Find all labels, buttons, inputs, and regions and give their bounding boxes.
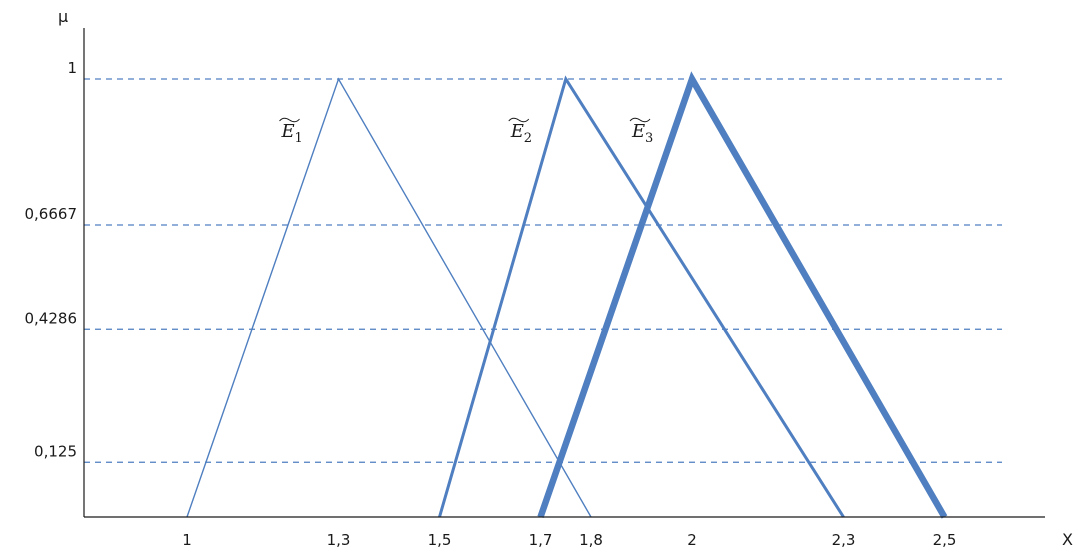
series-line-3: [537, 71, 948, 519]
series-label-name-3: E: [631, 121, 645, 142]
series-line-1: [186, 77, 592, 518]
y-tick-label-2: 0,4286: [25, 309, 78, 327]
series-label-name-2: E: [510, 121, 524, 142]
gridlines: [84, 78, 1002, 463]
y-axis-title: μ: [58, 7, 68, 26]
series-label-subscript-3: 3: [645, 131, 653, 146]
x-tick-label-6: 2,3: [832, 531, 856, 549]
x-tick-label-7: 2,5: [933, 531, 957, 549]
series-lines: [186, 71, 948, 519]
axes: μ X: [58, 7, 1073, 549]
tilde-mark-2: [508, 117, 530, 123]
y-tick-label-0: 1: [67, 59, 77, 77]
tick-labels: 1 0,6667 0,4286 0,125 1 1,3 1,5 1,7 1,8 2 2,3 2,5: [25, 59, 957, 549]
series-label-subscript-1: 1: [295, 131, 303, 146]
x-tick-label-5: 2: [687, 531, 697, 549]
y-tick-label-3: 0,125: [34, 442, 77, 460]
tilde-mark-3: [629, 117, 651, 123]
x-axis-title: X: [1062, 530, 1073, 549]
x-tick-label-1: 1,3: [327, 531, 351, 549]
series-label-name-1: E: [281, 121, 295, 142]
y-tick-label-1: 0,6667: [25, 205, 78, 223]
tilde-mark-1: [279, 117, 300, 123]
x-tick-label-2: 1,5: [428, 531, 452, 549]
x-tick-label-3: 1,7: [529, 531, 553, 549]
x-tick-label-0: 1: [182, 531, 192, 549]
x-tick-label-4: 1,8: [579, 531, 603, 549]
series-label-subscript-2: 2: [524, 131, 532, 146]
series-line-2: [438, 75, 845, 518]
